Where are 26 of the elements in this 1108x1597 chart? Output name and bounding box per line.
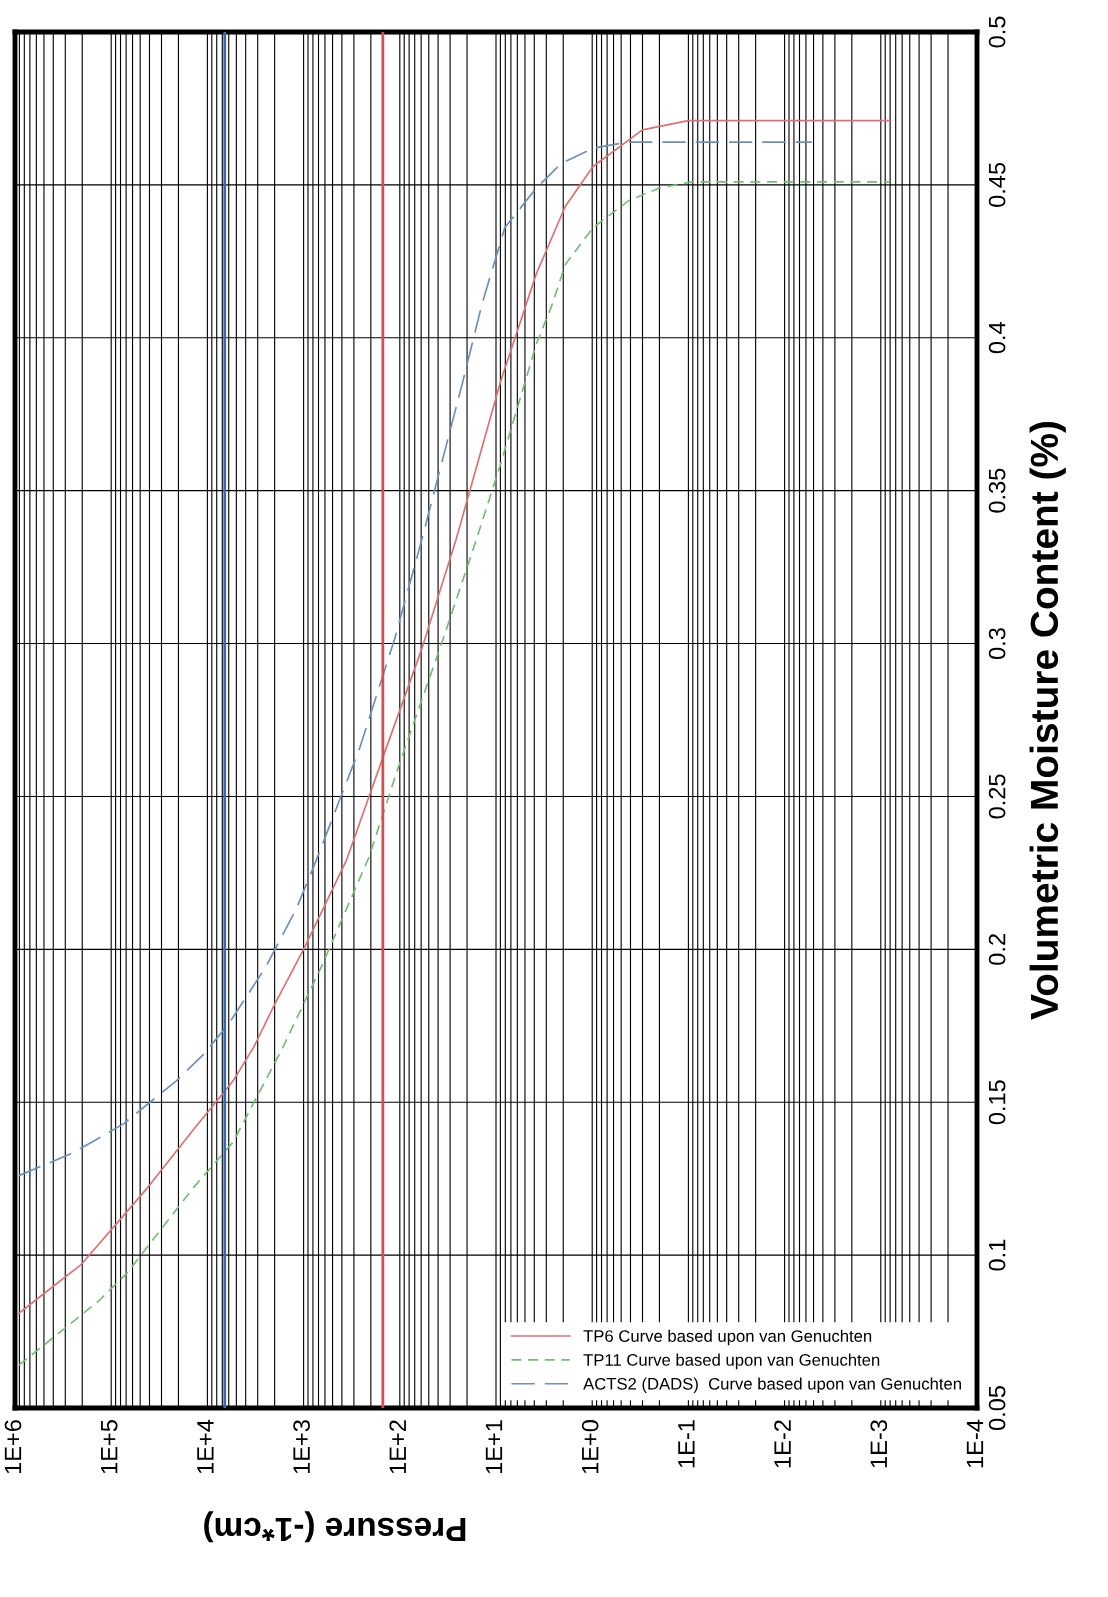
legend-label: TP11 Curve based upon van Genuchten	[583, 1353, 880, 1370]
x-tick-label: 1E-1	[678, 1420, 695, 1468]
x-tick-label: 1E-4	[966, 1419, 984, 1468]
y-tick-label: 0.05	[988, 1386, 1006, 1431]
y-tick-label: 0.3	[988, 628, 1006, 660]
y-tick-label: 0.25	[988, 774, 1006, 819]
x-tick-label: 1E+0	[581, 1420, 599, 1474]
x-tick-label: 1E-2	[774, 1420, 791, 1468]
x-tick-label: 1E-3	[870, 1420, 888, 1468]
y-tick-label: 0.5	[988, 16, 1006, 48]
x-tick-label: 1E+5	[101, 1420, 118, 1474]
x-tick-label: 1E+4	[197, 1419, 214, 1474]
legend-label: TP6 Curve based upon van Genuchten	[583, 1329, 872, 1346]
y-tick-label: 0.15	[988, 1080, 1006, 1125]
y-tick-label: 0.35	[988, 468, 1006, 513]
x-tick-label: 1E+1	[485, 1420, 503, 1474]
y-tick-label: 0.45	[988, 162, 1006, 207]
x-tick-label: 1E+2	[389, 1420, 406, 1474]
x-tick-label: 1E+3	[293, 1420, 310, 1474]
x-axis-title: Pressure (-1*cm)	[204, 1511, 466, 1543]
x-tick-label: 1E+6	[4, 1420, 22, 1474]
y-axis-title: Volumetric Moisture Content (%)	[1029, 421, 1066, 1020]
legend-label: ACTS2 (DADS) Curve based upon van Genuchten	[583, 1377, 961, 1393]
y-tick-label: 0.2	[988, 934, 1006, 965]
y-tick-label: 0.4	[988, 322, 1006, 354]
y-tick-label: 0.1	[988, 1239, 1006, 1271]
